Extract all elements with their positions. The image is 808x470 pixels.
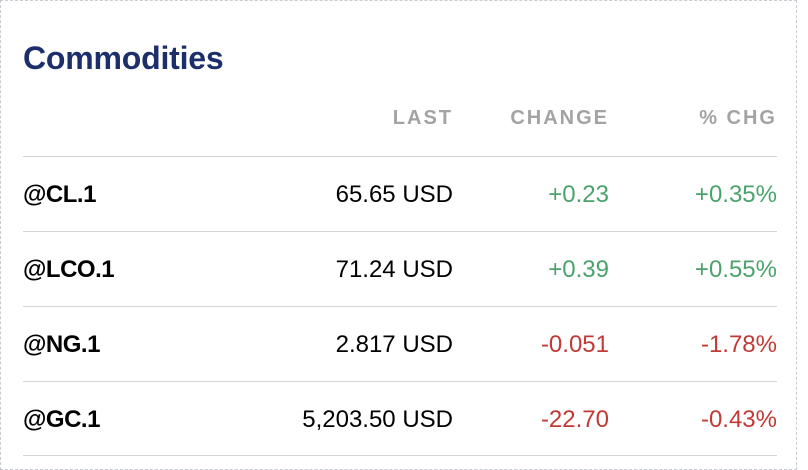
table-row[interactable]: @CL.1 65.65 USD +0.23 +0.35% (23, 156, 777, 231)
last-price: 2.817 USD (335, 331, 453, 358)
pct-change-value: -0.43% (700, 406, 777, 433)
table-row[interactable]: @GC.1 5,203.50 USD -22.70 -0.43% (23, 381, 777, 456)
table-header: LAST CHANGE % CHG (23, 107, 777, 139)
column-header-pct-change: % CHG (699, 107, 777, 129)
symbol-link[interactable]: @CL.1 (23, 181, 96, 208)
pct-change-value: +0.35% (694, 181, 777, 208)
symbol-link[interactable]: @LCO.1 (23, 256, 115, 283)
pct-change-value: -1.78% (700, 331, 777, 358)
symbol-link[interactable]: @NG.1 (23, 331, 100, 358)
column-header-last: LAST (392, 107, 453, 129)
widget-title: Commodities (23, 40, 224, 76)
change-value: +0.39 (548, 256, 609, 283)
table-row[interactable]: @NG.1 2.817 USD -0.051 -1.78% (23, 306, 777, 381)
change-value: -22.70 (540, 406, 609, 433)
pct-change-value: +0.55% (694, 256, 777, 283)
change-value: -0.051 (540, 331, 609, 358)
last-price: 71.24 USD (335, 256, 453, 283)
column-header-change: CHANGE (510, 107, 609, 129)
commodities-table: @CL.1 65.65 USD +0.23 +0.35% @LCO.1 71.2… (23, 156, 777, 456)
table-row[interactable]: @LCO.1 71.24 USD +0.39 +0.55% (23, 231, 777, 306)
last-price: 65.65 USD (335, 181, 453, 208)
symbol-link[interactable]: @GC.1 (23, 406, 100, 433)
last-price: 5,203.50 USD (302, 406, 453, 433)
change-value: +0.23 (548, 181, 609, 208)
